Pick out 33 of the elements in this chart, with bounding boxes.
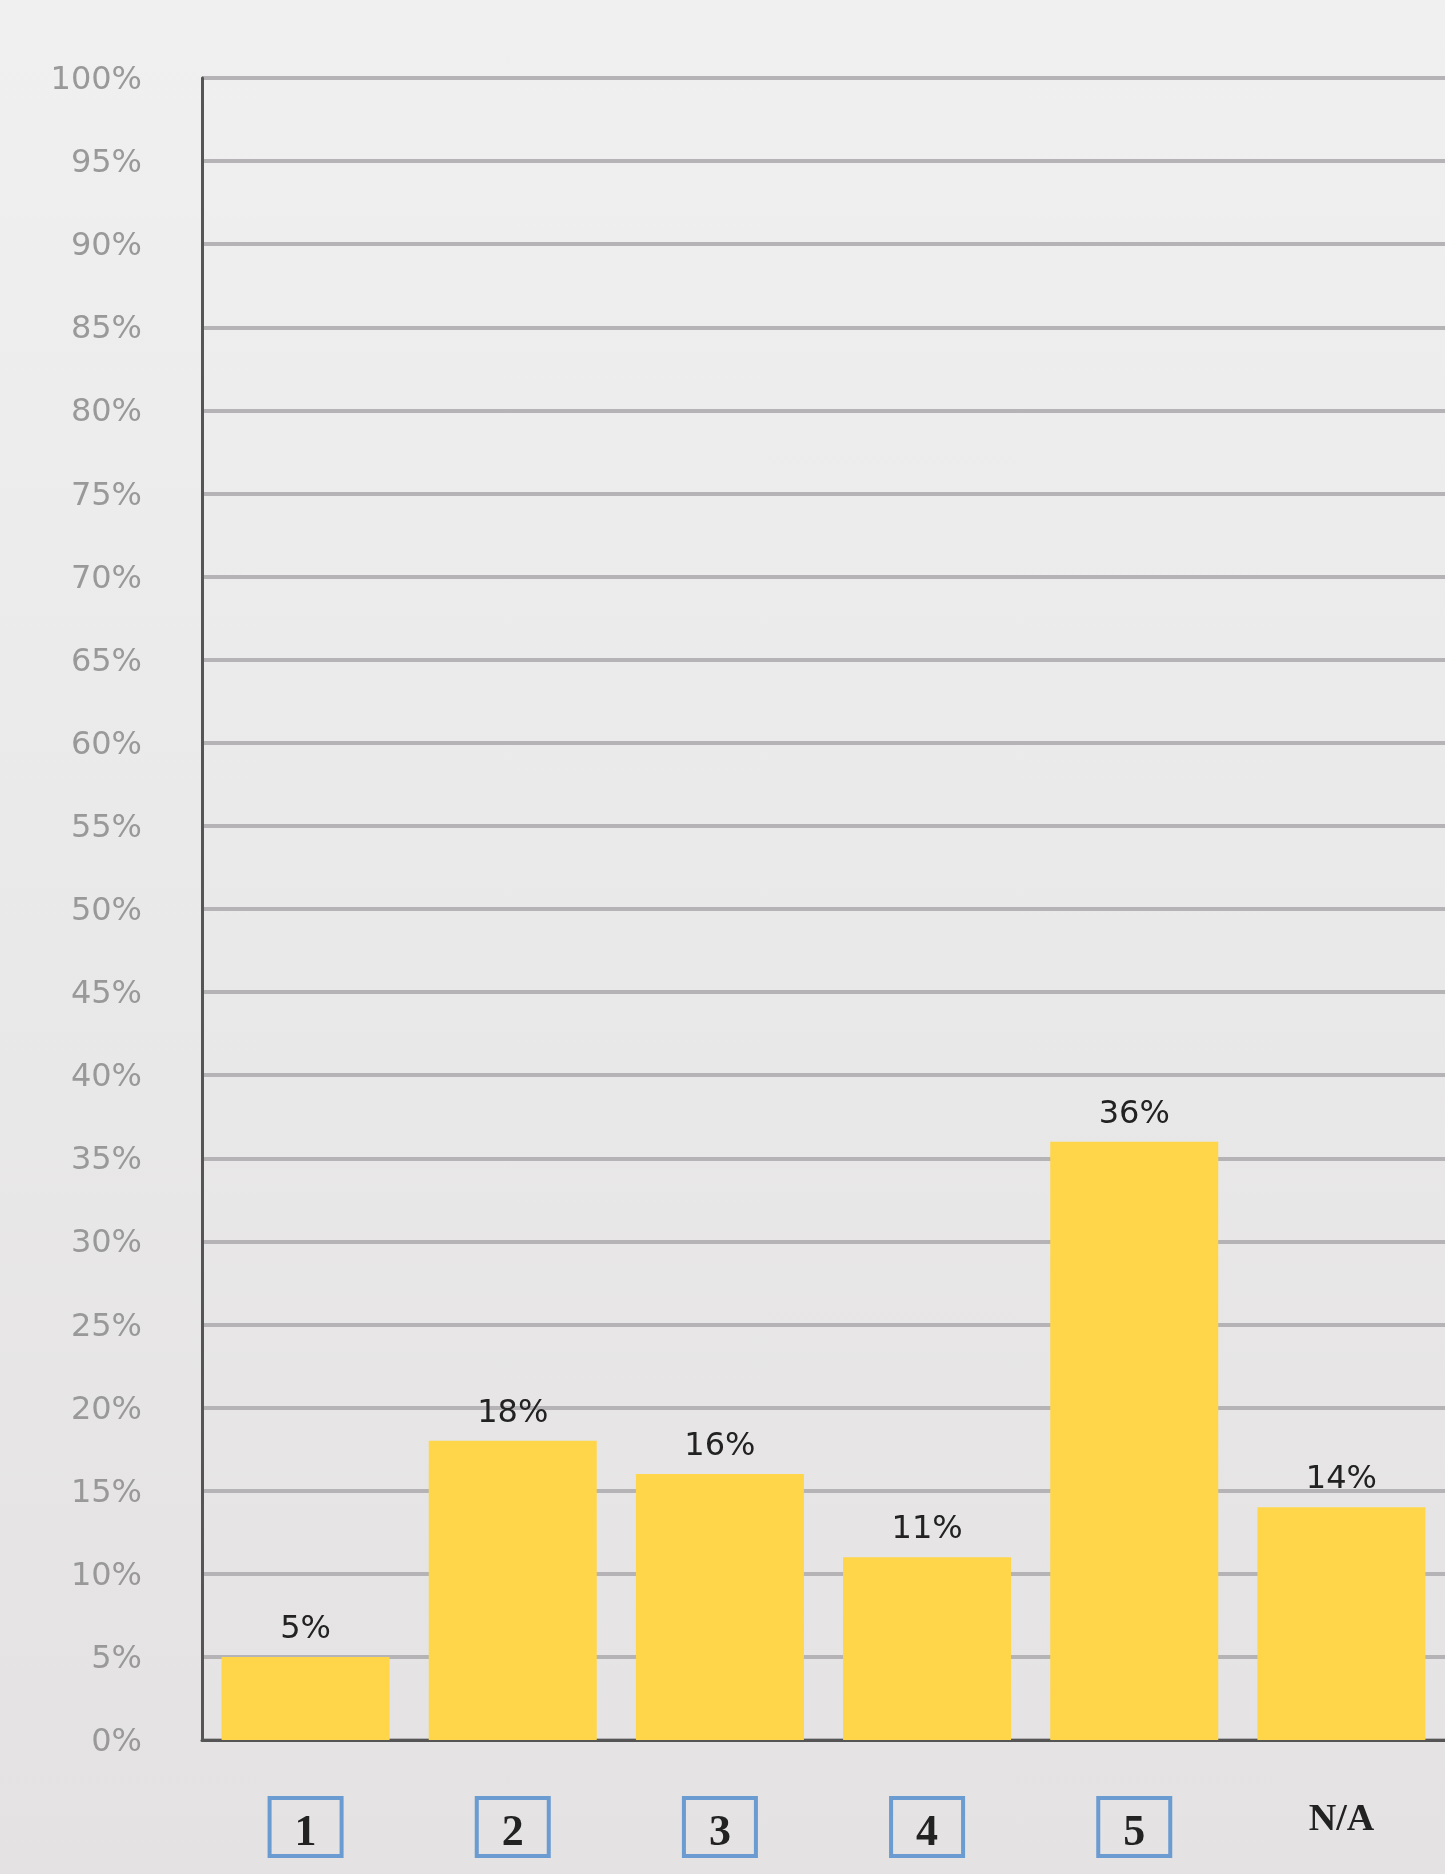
data-label: 5% — [280, 1607, 331, 1646]
x-tick-label: 5 — [1123, 1805, 1146, 1855]
x-tick-label: 4 — [916, 1805, 939, 1855]
y-tick-label: 70% — [70, 557, 142, 596]
data-label: 18% — [477, 1391, 549, 1430]
y-tick-label: 50% — [70, 890, 142, 928]
y-tick-label: 10% — [70, 1554, 142, 1593]
y-tick-label: 35% — [70, 1139, 142, 1178]
x-tick-label: 1 — [294, 1805, 317, 1855]
data-label: 11% — [891, 1508, 963, 1547]
x-tick-label: 2 — [501, 1805, 524, 1855]
y-tick-label: 15% — [70, 1471, 142, 1510]
y-tick-label: 30% — [70, 1222, 142, 1261]
y-tick-label: 45% — [70, 973, 142, 1012]
y-tick-label: 60% — [70, 723, 142, 762]
data-label: 16% — [684, 1425, 756, 1464]
y-tick-label: 55% — [70, 806, 142, 845]
data-label: 14% — [1305, 1458, 1377, 1497]
y-tick-label: 80% — [70, 391, 142, 430]
y-tick-label: 0% — [91, 1721, 142, 1759]
y-tick-label: 20% — [70, 1388, 142, 1427]
x-tick-label: N/A — [1308, 1796, 1375, 1838]
y-tick-label: 75% — [70, 474, 142, 513]
data-label: 36% — [1098, 1092, 1170, 1131]
y-tick-label: 100% — [50, 59, 142, 97]
y-tick-label: 85% — [70, 308, 142, 347]
y-tick-label: 95% — [70, 142, 142, 181]
x-tick-label: 3 — [708, 1805, 731, 1855]
y-tick-label: 40% — [70, 1056, 142, 1095]
y-tick-label: 65% — [70, 640, 142, 679]
y-tick-label: 25% — [70, 1305, 142, 1344]
y-tick-label: 5% — [91, 1637, 142, 1676]
y-tick-label: 90% — [70, 225, 142, 264]
